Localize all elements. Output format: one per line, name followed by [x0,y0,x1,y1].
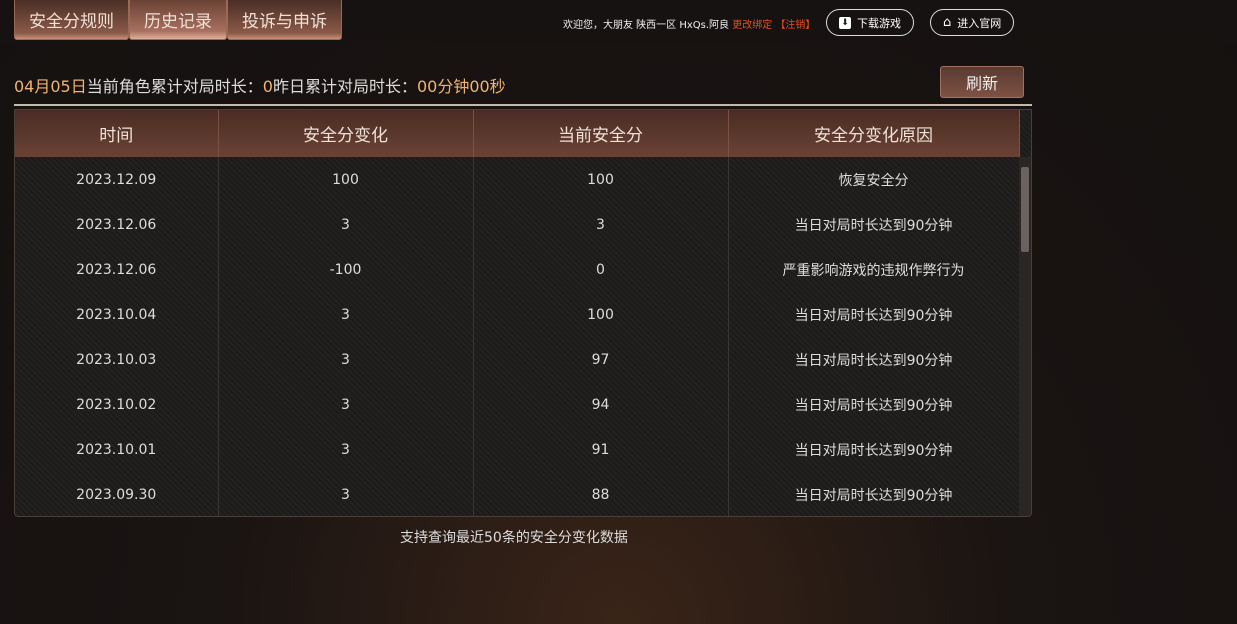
official-site-button[interactable]: ⌂ 进入官网 [930,9,1015,36]
yesterday-value: 00分钟00秒 [416,77,506,96]
current-label: 当前角色累计对局时长： [86,77,263,96]
tab-bar: 安全分规则 历史记录 投诉与申诉 [14,0,342,40]
website-label: 进入官网 [957,16,1002,30]
cell-reason: 当日对局时长达到90分钟 [728,202,1020,247]
welcome-text: 欢迎您，大朋友 陕西一区 HxQs.阿良 更改绑定 【注销】 [563,16,815,31]
cell-change: -100 [218,247,474,292]
cell-reason: 恢复安全分 [728,157,1020,202]
cell-reason: 当日对局时长达到90分钟 [728,292,1020,337]
download-game-button[interactable]: ⬇ 下载游戏 [826,9,914,36]
change-binding-link[interactable]: 更改绑定 [732,20,773,31]
cell-date: 2023.10.01 [15,427,219,472]
cell-reason: 当日对局时长达到90分钟 [728,382,1020,427]
cell-change: 3 [218,427,474,472]
cell-date: 2023.10.03 [15,337,219,382]
cell-change: 3 [218,292,474,337]
header-reason: 安全分变化原因 [728,110,1020,157]
table-row: 2023.10.01 3 91 当日对局时长达到90分钟 [15,427,1020,472]
info-date: 04月05日 [14,77,87,96]
table-row: 2023.12.06 -100 0 严重影响游戏的违规作弊行为 [15,247,1020,292]
cell-current: 3 [473,202,729,247]
table-row: 2023.10.02 3 94 当日对局时长达到90分钟 [15,382,1020,427]
cell-date: 2023.12.06 [15,202,219,247]
playtime-info: 04月05日当前角色累计对局时长：0昨日累计对局时长：00分钟00秒 [14,73,506,97]
cell-date: 2023.12.09 [15,157,219,202]
current-value: 0 [262,77,273,96]
table-row: 2023.09.30 3 88 当日对局时长达到90分钟 [15,472,1020,516]
footer-note: 支持查询最近50条的安全分变化数据 [400,530,628,546]
cell-current: 100 [473,292,729,337]
table-header: 时间 安全分变化 当前安全分 安全分变化原因 [15,110,1020,157]
cell-reason: 当日对局时长达到90分钟 [728,472,1020,516]
download-icon: ⬇ [839,16,851,29]
cell-change: 3 [218,337,474,382]
cell-current: 91 [473,427,729,472]
cell-change: 3 [218,382,474,427]
cell-change: 3 [218,472,474,516]
table-row: 2023.12.09 100 100 恢复安全分 [15,157,1020,202]
cell-current: 0 [473,247,729,292]
logout-link[interactable]: 【注销】 [775,20,816,31]
header-change: 安全分变化 [218,110,474,157]
table-row: 2023.10.04 3 100 当日对局时长达到90分钟 [15,292,1020,337]
cell-date: 2023.09.30 [15,472,219,516]
tab-history[interactable]: 历史记录 [129,0,227,40]
history-table: 时间 安全分变化 当前安全分 安全分变化原因 2023.12.09 100 100 恢… [14,109,1032,517]
cell-reason: 严重影响游戏的违规作弊行为 [728,247,1020,292]
table-row: 2023.12.06 3 3 当日对局时长达到90分钟 [15,202,1020,247]
download-label: 下载游戏 [857,16,901,30]
tab-rules[interactable]: 安全分规则 [14,0,129,40]
scrollbar[interactable] [1019,157,1031,516]
yesterday-label: 昨日累计对局时长： [272,77,417,96]
cell-current: 88 [473,472,729,516]
header-time: 时间 [15,110,219,157]
cell-change: 3 [218,202,474,247]
cell-date: 2023.10.04 [15,292,219,337]
divider [14,104,1032,106]
cell-reason: 当日对局时长达到90分钟 [728,337,1020,382]
cell-reason: 当日对局时长达到90分钟 [728,427,1020,472]
cell-change: 100 [218,157,474,202]
header-current: 当前安全分 [473,110,729,157]
welcome-user: 欢迎您，大朋友 陕西一区 HxQs.阿良 [563,20,730,31]
cell-current: 97 [473,337,729,382]
table-row: 2023.10.03 3 97 当日对局时长达到90分钟 [15,337,1020,382]
scrollbar-thumb[interactable] [1021,167,1029,252]
refresh-button[interactable]: 刷新 [940,66,1024,98]
cell-date: 2023.10.02 [15,382,219,427]
cell-date: 2023.12.06 [15,247,219,292]
home-icon: ⌂ [943,15,952,30]
cell-current: 100 [473,157,729,202]
cell-current: 94 [473,382,729,427]
tab-appeal[interactable]: 投诉与申诉 [227,0,342,40]
